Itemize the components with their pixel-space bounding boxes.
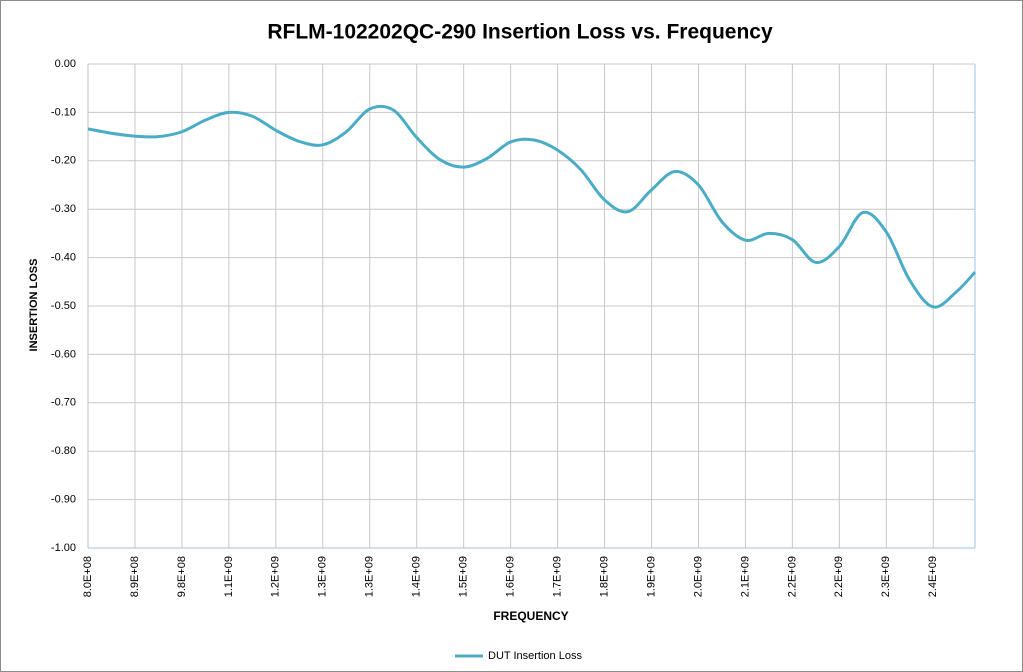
y-tick-label: -0.90 [51,494,76,506]
y-tick-label: -0.80 [51,445,76,457]
x-tick-label: 1.9E+09 [645,556,657,597]
y-tick-label: -1.00 [51,542,76,554]
y-tick-label: 0.00 [55,58,76,70]
data-line [87,104,977,309]
x-tick-label: 1.7E+09 [551,556,563,597]
x-tick-label: 2.2E+09 [833,556,845,597]
x-tick-label: 1.8E+09 [598,556,610,597]
x-tick-label: 2.1E+09 [739,556,751,597]
x-tick-label: 1.3E+09 [317,556,329,597]
x-tick-label: 1.1E+09 [223,556,235,597]
y-tick-label: -0.60 [51,348,76,360]
y-tick-label: -0.10 [51,106,76,118]
x-tick-label: 8.9E+08 [129,556,141,597]
x-tick-label: 1.4E+09 [411,556,423,597]
y-tick-label: -0.40 [51,252,76,264]
x-tick-label: 2.3E+09 [880,556,892,597]
y-tick-label: -0.50 [51,300,76,312]
x-tick-label: 1.6E+09 [505,556,517,597]
x-axis-label: FREQUENCY [493,609,568,623]
x-tick-label: 8.0E+08 [82,556,94,597]
x-tick-label: 2.2E+09 [786,556,798,597]
y-tick-label: -0.20 [51,155,76,167]
y-tick-label: -0.70 [51,397,76,409]
chart-title: RFLM-102202QC-290 Insertion Loss vs. Fre… [267,21,773,44]
x-tick-label: 1.3E+09 [364,556,376,597]
x-tick-label: 2.0E+09 [692,556,704,597]
legend-label: DUT Insertion Loss [488,650,582,662]
y-tick-label: -0.30 [51,203,76,215]
x-tick-label: 1.2E+09 [270,556,282,597]
x-tick-label: 1.5E+09 [458,556,470,597]
y-axis-label: INSERTION LOSS [28,259,40,352]
x-tick-label: 2.4E+09 [927,556,939,597]
x-tick-label: 9.8E+08 [176,556,188,597]
